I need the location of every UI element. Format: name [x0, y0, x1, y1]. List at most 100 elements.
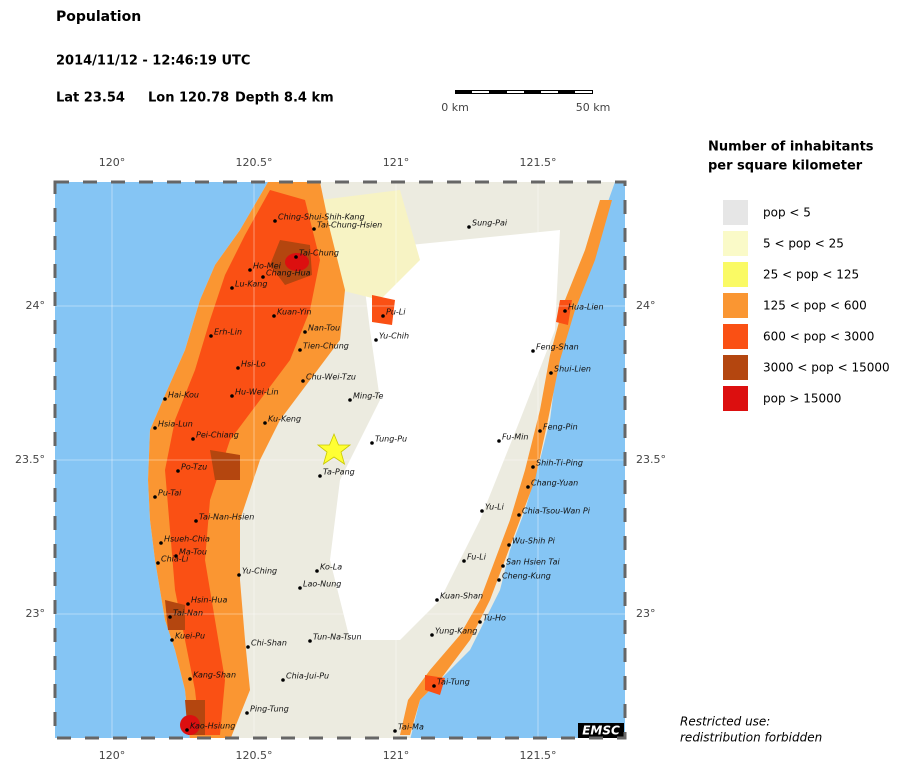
city-label: Chu-Wei-Tzu [306, 373, 356, 382]
lat-label-right: 24° [636, 299, 656, 312]
city-label: Chia-Tsou-Wan Pi [522, 507, 591, 516]
logo-box [578, 723, 624, 738]
depth: Depth 8.4 km [235, 91, 334, 106]
city-label: Ming-Te [353, 392, 383, 401]
lat: Lat 23.54 [56, 91, 125, 106]
city-label: Hua-Lien [568, 303, 604, 312]
city-label: Erh-Lin [214, 328, 242, 337]
city-dot [294, 255, 298, 259]
legend-swatch [723, 200, 748, 225]
city-label: San Hsien Tai [506, 558, 560, 567]
city-label: Fu-Min [502, 433, 528, 442]
city-dot [209, 334, 213, 338]
city-label: Kuan-Yin [277, 308, 311, 317]
city-label: Ta-Pang [323, 468, 355, 477]
city-label: Kang-Shan [193, 671, 236, 680]
city-dot [237, 573, 241, 577]
city-dot [393, 729, 397, 733]
note-1: Restricted use: [680, 715, 770, 729]
city-label: Tung-Pu [375, 435, 407, 444]
city-label: Tien-Chung [303, 342, 349, 351]
city-label: Ho-Mei [253, 262, 282, 271]
legend-label: 600 < pop < 3000 [763, 330, 874, 344]
city-label: Lao-Nung [303, 580, 341, 589]
city-label: Feng-Shan [536, 343, 579, 352]
lon-label-top: 120° [99, 156, 126, 169]
city-label: Pu-Tai [158, 489, 182, 498]
city-label: Shih-Ti-Ping [536, 459, 583, 468]
legend-swatch [723, 262, 748, 287]
city-label: Feng-Pin [543, 423, 578, 432]
city-dot [281, 678, 285, 682]
datetime: 2014/11/12 - 12:46:19 UTC [56, 54, 250, 69]
lon: Lon 120.78 [148, 91, 229, 106]
legend-title-1: Number of inhabitants [708, 140, 874, 155]
city-label: Po-Tzu [181, 463, 207, 472]
city-label: Wu-Shih Pi [512, 537, 556, 546]
city-label: Ching-Shui-Shih-Kang [278, 213, 365, 222]
city-dot [230, 286, 234, 290]
city-dot [467, 225, 471, 229]
city-dot [549, 371, 553, 375]
city-label: Ping-Tung [250, 705, 289, 714]
legend-label: 125 < pop < 600 [763, 299, 867, 313]
city-dot [176, 469, 180, 473]
city-label: Lu-Kang [235, 280, 267, 289]
city-label: Fu-Li [467, 553, 487, 562]
city-label: Tai-Ma [398, 723, 424, 732]
city-dot [298, 348, 302, 352]
lat-label-right: 23.5° [636, 453, 666, 466]
city-label: Chang-Hua [266, 269, 311, 278]
legend-label: 25 < pop < 125 [763, 268, 859, 282]
city-dot [531, 465, 535, 469]
city-dot [303, 330, 307, 334]
city-dot [526, 485, 530, 489]
city-dot [246, 645, 250, 649]
city-label: Tu-Ho [483, 614, 506, 623]
city-dot [374, 338, 378, 342]
scale-end: 50 km [576, 101, 611, 114]
city-label: Ku-Keng [268, 415, 301, 424]
city-dot [261, 275, 265, 279]
city-label: Kuei-Pu [175, 632, 205, 641]
lon-label-bottom: 120.5° [236, 749, 273, 762]
city-label: Hu-Wei-Lin [235, 388, 279, 397]
city-label: Kuan-Shan [440, 592, 483, 601]
city-dot [497, 578, 501, 582]
city-label: Nan-Tou [308, 324, 340, 333]
city-dot [435, 598, 439, 602]
city-label: Chia-Li [161, 555, 189, 564]
lat-label-right: 23° [636, 607, 656, 620]
city-label: Yung-Kang [435, 627, 477, 636]
city-label: Tai-Tung [437, 678, 470, 687]
city-dot [497, 439, 501, 443]
city-dot [301, 379, 305, 383]
city-dot [185, 728, 189, 732]
city-label: Yu-Li [485, 503, 505, 512]
legend-swatch [723, 231, 748, 256]
legend-swatch [723, 293, 748, 318]
legend-swatch [723, 386, 748, 411]
lon-label-bottom: 121.5° [520, 749, 557, 762]
city-dot [538, 429, 542, 433]
city-dot [170, 638, 174, 642]
city-label: Yu-Ching [242, 567, 277, 576]
lon-label-bottom: 121° [383, 749, 410, 762]
city-dot [245, 711, 249, 715]
scale-bar [455, 90, 593, 94]
epicenter-star [316, 432, 352, 465]
city-dot [318, 474, 322, 478]
map-frame [53, 180, 627, 740]
legend-swatch [723, 355, 748, 380]
city-label: Tai-Nan-Hsien [199, 513, 254, 522]
city-dot [153, 426, 157, 430]
legend-label: pop > 15000 [763, 392, 841, 406]
city-dot [507, 543, 511, 547]
title: Population [56, 9, 141, 25]
city-label: Ma-Tou [179, 548, 207, 557]
city-dot [163, 397, 167, 401]
city-dot [381, 314, 385, 318]
city-dot [462, 559, 466, 563]
city-dot [517, 513, 521, 517]
